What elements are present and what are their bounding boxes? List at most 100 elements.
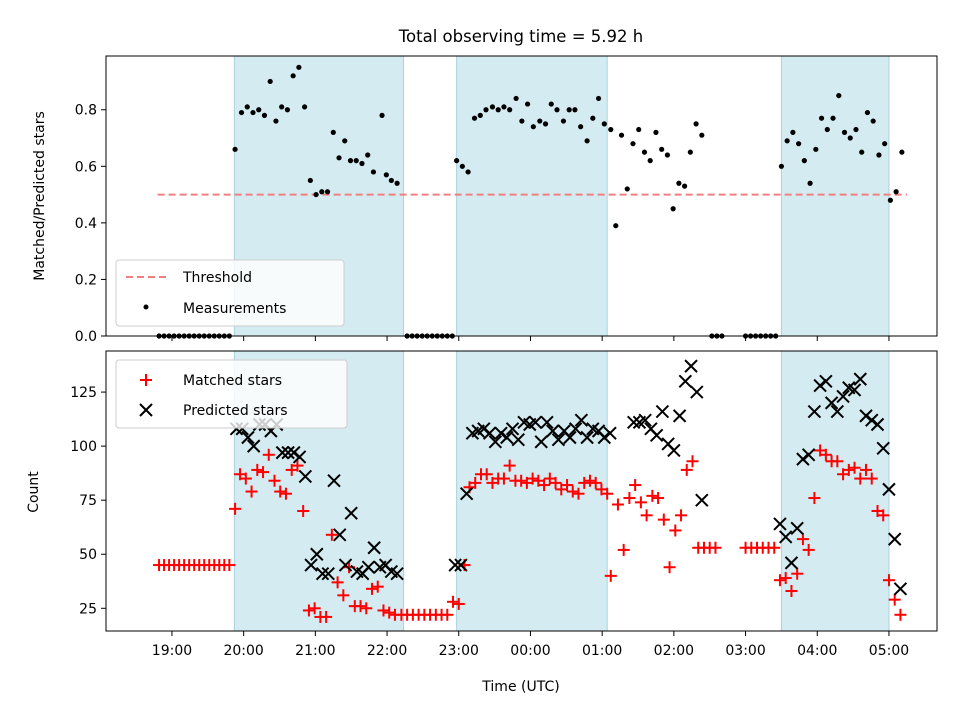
measurement-point <box>670 206 676 212</box>
measurement-point <box>273 118 279 124</box>
measurement-point <box>548 101 554 107</box>
predicted-star-point <box>333 528 347 542</box>
matched-star-point <box>877 509 890 522</box>
measurement-point <box>590 115 596 121</box>
top-panel: 0.0 0.2 0.4 0.6 0.8 <box>75 55 938 345</box>
matched-star-point <box>808 492 821 505</box>
measurement-point <box>347 158 354 164</box>
measurement-point <box>353 158 359 164</box>
matched-star-point <box>831 455 844 468</box>
measurement-point <box>864 109 871 116</box>
predicted-star-point <box>275 445 290 460</box>
measurement-point <box>699 132 705 138</box>
top-y-tick-label: 0.8 <box>75 103 97 119</box>
matched-star-point <box>549 476 562 489</box>
predicted-star-point <box>344 506 358 520</box>
measurement-point <box>513 95 519 102</box>
measurements-legend-marker <box>143 304 149 310</box>
matched-star-point <box>480 468 493 481</box>
matched-star-point <box>773 574 786 587</box>
predicted-star-point <box>638 413 652 427</box>
measurement-point <box>893 189 899 195</box>
measurement-point <box>379 112 385 118</box>
top-legend-box <box>115 259 345 327</box>
measurement-point <box>653 129 659 135</box>
matched-star-point <box>848 461 861 474</box>
predicted-star-point <box>315 566 330 581</box>
predicted-star-point <box>627 415 641 430</box>
measurement-point <box>578 124 584 130</box>
matched-star-point <box>331 576 344 589</box>
top-y-axis-label: Matched/Predicted stars <box>32 111 48 281</box>
predicted-star-point <box>568 422 583 436</box>
predicted-star-point <box>836 389 850 404</box>
measurement-point <box>302 104 308 110</box>
predicted-star-point <box>482 426 497 440</box>
predicted-star-point <box>448 558 462 572</box>
x-axis-label: Time (UTC) <box>481 679 559 695</box>
predicted-star-point <box>893 582 908 596</box>
matched-star-point <box>291 459 304 472</box>
matched-star-point <box>652 492 665 505</box>
measurement-point <box>813 146 819 152</box>
measurement-point <box>807 180 813 186</box>
measurement-point <box>847 135 853 141</box>
matched-star-point <box>469 476 482 489</box>
measurement-point <box>790 129 796 135</box>
matched-star-point <box>819 448 832 461</box>
measurement-point <box>250 109 256 116</box>
measurement-point <box>554 107 560 113</box>
predicted-star-point <box>684 359 698 373</box>
predicted-star-point <box>298 469 313 484</box>
measurement-point <box>899 149 905 155</box>
x-tick-label: 23:00 <box>439 643 479 659</box>
measurement-point <box>359 160 365 167</box>
bottom-y-tick-label: 75 <box>79 493 97 509</box>
measurement-point <box>267 78 273 85</box>
predicted-star-point <box>667 443 681 458</box>
x-tick-label: 02:00 <box>654 643 694 659</box>
top-y-tick-label: 0.2 <box>75 272 97 288</box>
bottom-observing-interval-1 <box>456 350 608 632</box>
measurement-point <box>495 107 501 113</box>
measurement-point <box>477 112 483 118</box>
measurement-point <box>801 158 807 164</box>
matched-star-point <box>360 602 373 615</box>
measurement-point <box>841 129 848 135</box>
measurement-point <box>859 149 865 155</box>
matched-star-point <box>262 448 275 461</box>
predicted-star-point <box>887 532 902 546</box>
matched-star-point <box>572 487 585 500</box>
matched-star-point <box>320 610 333 623</box>
predicted-star-point <box>801 448 816 462</box>
measurement-point <box>307 177 313 184</box>
measurement-point <box>824 126 830 133</box>
predicted-star-point <box>338 558 353 572</box>
bottom-y-tick-label: 50 <box>79 547 97 563</box>
matched-legend-label: Matched stars <box>183 373 282 389</box>
matched-star-point <box>447 595 460 608</box>
measurement-point <box>279 104 285 110</box>
measurement-point <box>459 163 465 169</box>
measurement-point <box>636 126 642 133</box>
matched-star-point <box>366 582 379 595</box>
measurement-point <box>454 158 460 164</box>
predicted-star-point <box>454 558 468 572</box>
top-y-tick-label: 0.4 <box>75 216 97 232</box>
matched-star-point <box>302 604 315 617</box>
predicted-star-point <box>655 404 670 419</box>
matched-star-point <box>669 524 682 537</box>
measurement-point <box>319 189 325 195</box>
predicted-star-point <box>500 430 514 445</box>
measurement-point <box>336 155 342 161</box>
matched-star-point <box>308 602 321 615</box>
matched-star-point <box>623 492 636 505</box>
measurement-point <box>330 129 336 135</box>
measurement-point <box>471 115 478 121</box>
measurement-point <box>324 189 331 195</box>
matched-star-point <box>785 585 798 597</box>
matched-star-point <box>860 463 873 476</box>
matched-star-point <box>561 479 574 492</box>
matched-star-point <box>865 472 878 485</box>
x-tick-label: 00:00 <box>510 643 550 659</box>
